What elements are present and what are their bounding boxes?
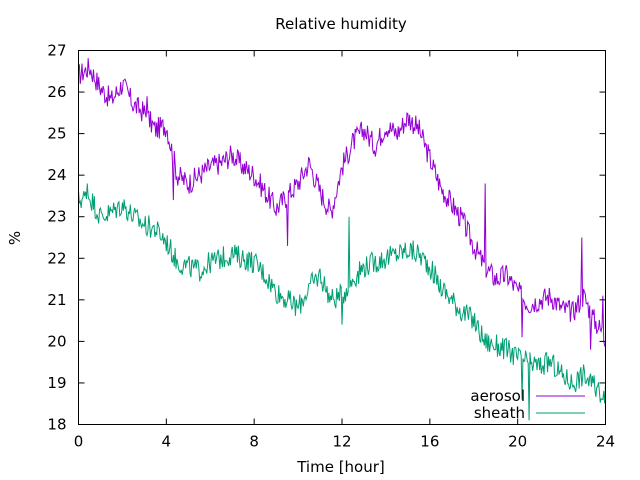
legend-label-aerosol: aerosol	[470, 387, 525, 405]
legend-label-sheath: sheath	[474, 404, 525, 422]
x-tick-label: 4	[162, 433, 172, 451]
y-axis-label: %	[6, 231, 24, 245]
plot-frame	[78, 50, 606, 425]
y-tick-label: 25	[47, 125, 66, 143]
y-tick-label: 21	[47, 291, 66, 309]
y-tick-label: 19	[47, 374, 66, 392]
ticks-layer: 0 4 8 12 16 20 24 18 19 20 21 22 23 24 25 26 27	[47, 42, 615, 451]
x-tick-label: 12	[332, 433, 351, 451]
y-tick-label: 24	[47, 166, 66, 184]
chart-title: Relative humidity	[275, 15, 407, 33]
x-tick-label: 16	[420, 433, 439, 451]
y-tick-label: 20	[47, 332, 66, 350]
y-tick-label: 22	[47, 249, 66, 267]
y-tick-label: 26	[47, 83, 66, 101]
series-line-sheath	[78, 183, 606, 421]
y-tick-label: 27	[47, 42, 66, 60]
x-axis-label: Time [hour]	[296, 458, 385, 476]
y-tick-label: 23	[47, 208, 66, 226]
x-tick-label: 8	[249, 433, 259, 451]
series-line-aerosol	[78, 58, 606, 350]
y-tick-label: 18	[47, 416, 66, 434]
x-tick-label: 24	[596, 433, 615, 451]
x-tick-label: 0	[74, 433, 84, 451]
series-layer	[78, 58, 606, 421]
x-tick-label: 20	[508, 433, 527, 451]
